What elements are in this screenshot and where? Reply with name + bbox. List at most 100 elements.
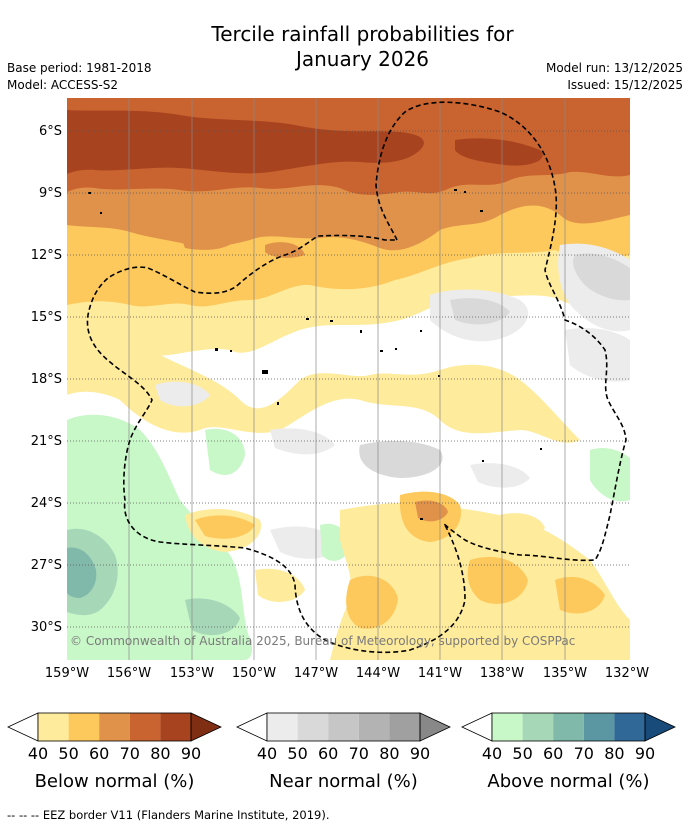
meta-left: Base period: 1981-2018 Model: ACCESS-S2 xyxy=(7,60,152,94)
legend-tick: 70 xyxy=(348,744,369,763)
lon-label: 138°W xyxy=(479,666,525,681)
lat-label: 6°S xyxy=(38,124,62,139)
nn50-center xyxy=(450,298,510,325)
bn80-patch xyxy=(455,138,543,166)
legend-swatch xyxy=(99,713,130,741)
meridians xyxy=(128,98,566,660)
legend-below-normal xyxy=(7,712,222,742)
bn40-south-region xyxy=(67,330,580,443)
map-field xyxy=(67,98,630,660)
lon-label: 132°W xyxy=(604,666,650,681)
legend-tick: 50 xyxy=(287,744,308,763)
bn40-south-5 xyxy=(500,513,545,538)
nn40-east-3 xyxy=(470,463,530,488)
lat-label: 15°S xyxy=(30,310,62,325)
nn50-east xyxy=(573,253,630,301)
legend-tick: 80 xyxy=(379,744,400,763)
legend-tick: 60 xyxy=(543,744,564,763)
bn60-patch-1 xyxy=(180,231,235,250)
legend-swatch xyxy=(583,713,615,741)
legend-tick: 50 xyxy=(512,744,533,763)
legend-swatch xyxy=(129,713,161,741)
legend-swatch xyxy=(358,713,390,741)
legend-swatch xyxy=(160,713,191,741)
legend-tick: 70 xyxy=(119,744,140,763)
issued-date: Issued: 15/12/2025 xyxy=(567,78,683,92)
nn40-west xyxy=(155,381,210,407)
legend-swatch xyxy=(38,713,69,741)
lon-label: 144°W xyxy=(355,666,401,681)
legend-tick: 40 xyxy=(481,744,503,763)
lat-label: 9°S xyxy=(38,186,62,201)
an50-sw xyxy=(185,598,240,636)
lon-label: 147°W xyxy=(293,666,339,681)
legend-tick: 50 xyxy=(58,744,79,763)
legend-title-below: Below normal (%) xyxy=(34,771,195,792)
legend-tick: 90 xyxy=(409,744,431,763)
lon-label: 141°W xyxy=(417,666,463,681)
meta-right: Model run: 13/12/2025 Issued: 15/12/2025 xyxy=(546,60,683,94)
legend-swatch xyxy=(389,713,420,741)
legend-arrow-right xyxy=(190,712,222,742)
nn50-band xyxy=(359,440,443,478)
bn50-south-3 xyxy=(467,556,528,604)
legend-above-normal xyxy=(461,712,676,742)
lat-label: 24°S xyxy=(30,496,62,511)
legend-swatch xyxy=(492,713,523,741)
an40-patch xyxy=(205,428,245,475)
base-period: Base period: 1981-2018 xyxy=(7,61,152,75)
legend-tick: 70 xyxy=(573,744,594,763)
bn50-se xyxy=(555,576,605,614)
legend-swatch xyxy=(267,713,298,741)
legend-tick: 80 xyxy=(604,744,625,763)
legend-swatch xyxy=(614,713,645,741)
lon-label: 159°W xyxy=(44,666,90,681)
eez-border xyxy=(86,101,627,654)
legend-arrow-right xyxy=(419,712,451,742)
legend-swatch xyxy=(297,713,329,741)
copyright-credit: © Commonwealth of Australia 2025, Bureau… xyxy=(70,634,576,648)
legend-arrow-right xyxy=(644,712,676,742)
bn50-south-2 xyxy=(346,575,398,629)
legend-colorbars xyxy=(7,712,676,742)
legend-tick: 80 xyxy=(150,744,171,763)
page-title: Tercile rainfall probabilities for Janua… xyxy=(0,22,690,72)
title-line-2: January 2026 xyxy=(295,47,430,71)
lat-label: 12°S xyxy=(30,248,62,263)
legend-tick: 90 xyxy=(634,744,656,763)
model-run: Model run: 13/12/2025 xyxy=(545,61,683,75)
legend-swatch xyxy=(553,713,584,741)
legend-near-normal xyxy=(236,712,451,742)
lat-label: 18°S xyxy=(30,372,62,387)
lon-label: 153°W xyxy=(169,666,215,681)
legend-swatch xyxy=(328,713,359,741)
lat-label: 30°S xyxy=(30,620,62,635)
lat-label: 21°S xyxy=(30,434,62,449)
nn40-east-2 xyxy=(565,328,630,382)
island-markers xyxy=(88,189,542,520)
bn50-south-4 xyxy=(195,515,255,539)
an40-west xyxy=(67,414,253,660)
bn80-region xyxy=(67,110,424,174)
nn40-band-2 xyxy=(270,428,335,455)
legend-tick: 40 xyxy=(256,744,278,763)
legend-swatch xyxy=(68,713,100,741)
legend-tick: 90 xyxy=(180,744,202,763)
legend-tick: 60 xyxy=(89,744,110,763)
title-line-1: Tercile rainfall probabilities for xyxy=(211,22,514,46)
lon-label: 135°W xyxy=(542,666,588,681)
legend-title-near: Near normal (%) xyxy=(269,771,418,792)
legend-tick: 40 xyxy=(27,744,49,763)
legend-swatch xyxy=(522,713,554,741)
legend-arrow-left xyxy=(461,712,493,742)
legend-arrow-left xyxy=(7,712,39,742)
legend-tick: 60 xyxy=(318,744,339,763)
gridlines xyxy=(67,130,630,628)
eez-footnote: -- -- -- EEZ border V11 (Flanders Marine… xyxy=(7,808,330,822)
lon-label: 150°W xyxy=(231,666,277,681)
an60-west xyxy=(67,547,97,598)
legend-title-above: Above normal (%) xyxy=(487,771,650,792)
lat-label: 27°S xyxy=(30,558,62,573)
model-name: Model: ACCESS-S2 xyxy=(7,78,119,92)
